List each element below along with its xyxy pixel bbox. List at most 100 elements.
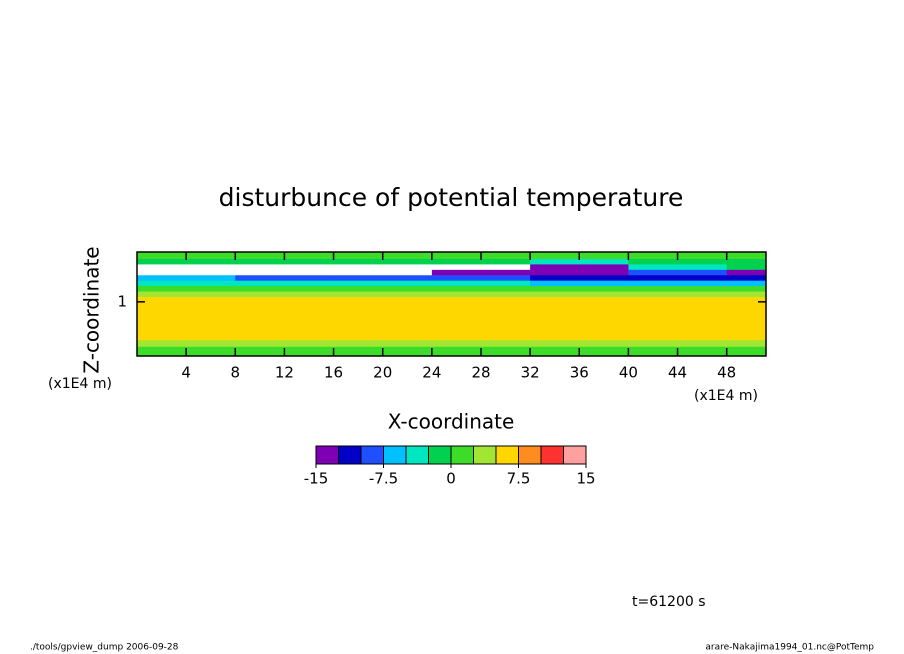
cell — [628, 339, 728, 347]
colorbar-cell — [518, 445, 542, 465]
cell — [235, 274, 335, 281]
cell — [333, 269, 433, 276]
cell — [726, 346, 767, 357]
cell — [726, 252, 767, 259]
cell — [137, 280, 236, 287]
y-unit: (x1E4 m) — [48, 376, 112, 392]
cell — [235, 269, 335, 276]
colorbar-tick-label: 0 — [446, 470, 456, 488]
cell — [333, 291, 433, 297]
footer-right: arare-Nakajima1994_01.nc@PotTemp — [705, 643, 874, 653]
annotation: t=61200 s — [632, 594, 706, 610]
cell — [628, 263, 728, 270]
footer-left: ./tools/gpview_dump 2006-09-28 — [30, 643, 179, 653]
cell — [431, 274, 531, 281]
colorbar-cell — [315, 445, 339, 465]
cell — [333, 285, 433, 292]
cell — [235, 296, 335, 341]
cell — [726, 269, 767, 276]
cell — [726, 274, 767, 281]
plot-frame — [136, 251, 767, 357]
cell — [726, 258, 767, 265]
cell — [235, 263, 335, 270]
cell — [726, 339, 767, 347]
cell — [235, 339, 335, 347]
cell — [530, 263, 629, 270]
cell — [333, 258, 433, 265]
cell — [333, 274, 433, 281]
cell — [333, 280, 433, 287]
cell — [431, 258, 531, 265]
cell — [235, 291, 335, 297]
cell — [530, 269, 629, 276]
chart-title: disturbunce of potential temperature — [219, 183, 684, 212]
cell — [530, 339, 629, 347]
colorbar-tick-label: -15 — [304, 470, 329, 488]
cell — [726, 285, 767, 292]
cell — [530, 291, 629, 297]
colorbar-tick-label: 7.5 — [507, 470, 531, 488]
x-tick-label: 24 — [422, 364, 441, 382]
colorbar-cell — [473, 445, 497, 465]
cell — [530, 285, 629, 292]
x-tick-label: 4 — [181, 364, 191, 382]
x-tick-label: 20 — [373, 364, 392, 382]
x-tick-label: 40 — [619, 364, 638, 382]
cell — [137, 296, 236, 341]
cell — [628, 291, 728, 297]
y-tick-label: 1 — [117, 292, 127, 310]
colorbar-tick-label: 15 — [576, 470, 595, 488]
cell — [137, 274, 236, 281]
cell — [431, 339, 531, 347]
cell — [530, 274, 629, 281]
cell — [726, 296, 767, 341]
colorbar-cell — [405, 445, 429, 465]
cell — [431, 291, 531, 297]
cell — [235, 280, 335, 287]
cell — [431, 263, 531, 270]
x-tick-label: 32 — [521, 364, 540, 382]
x-tick-label: 28 — [471, 364, 490, 382]
cell — [137, 258, 236, 265]
x-tick-label: 8 — [231, 364, 241, 382]
colorbar-tick-label: -7.5 — [369, 470, 398, 488]
cell — [137, 269, 236, 276]
y-axis-label: Z-coordinate — [80, 246, 104, 373]
cell — [431, 280, 531, 287]
x-tick-label: 16 — [324, 364, 343, 382]
colorbar-cell — [495, 445, 519, 465]
cell — [530, 280, 629, 287]
cell — [333, 339, 433, 347]
cell — [628, 285, 728, 292]
cell — [431, 269, 531, 276]
cell — [431, 285, 531, 292]
cell — [333, 296, 433, 341]
colorbar-cell — [450, 445, 474, 465]
cell — [628, 274, 728, 281]
x-tick-label: 44 — [668, 364, 687, 382]
cell — [530, 296, 629, 341]
cell — [235, 285, 335, 292]
cell — [137, 339, 236, 347]
x-axis-label: X-coordinate — [388, 410, 515, 434]
cell — [235, 258, 335, 265]
colorbar-cell — [360, 445, 384, 465]
cell — [726, 263, 767, 270]
cell — [628, 269, 728, 276]
cell — [726, 280, 767, 287]
cell — [431, 296, 531, 341]
x-tick-label: 48 — [717, 364, 736, 382]
cell — [628, 258, 728, 265]
cell — [530, 258, 629, 265]
colorbar-cell — [563, 445, 587, 465]
x-unit: (x1E4 m) — [694, 388, 758, 404]
colorbar-cell — [383, 445, 407, 465]
cell — [137, 285, 236, 292]
x-tick-label: 36 — [570, 364, 589, 382]
cell — [726, 291, 767, 297]
cell — [333, 263, 433, 270]
colorbar-cell — [338, 445, 362, 465]
cell — [137, 291, 236, 297]
colorbar-cell — [428, 445, 452, 465]
